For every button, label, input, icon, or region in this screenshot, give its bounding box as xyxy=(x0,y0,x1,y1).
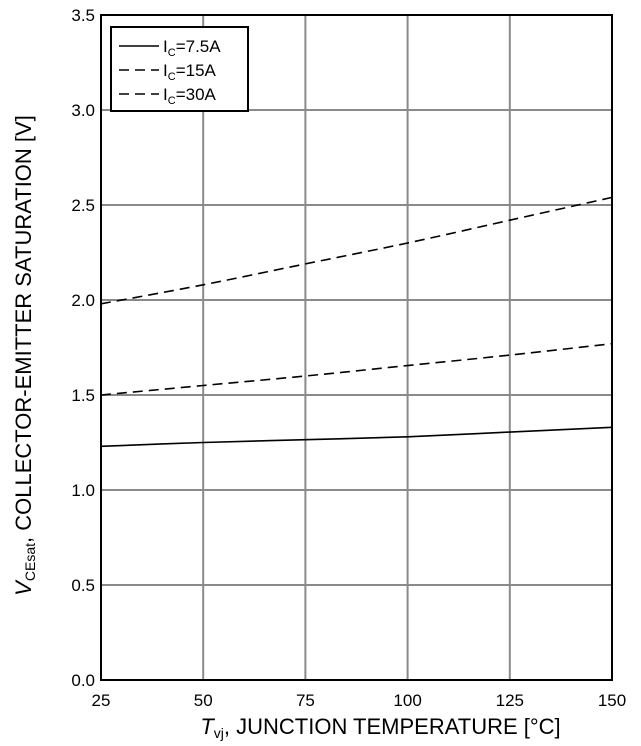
y-axis-label-subscript: CEsat xyxy=(22,543,38,581)
x-tick-label: 25 xyxy=(92,691,111,710)
legend-label: IC=7.5A xyxy=(163,37,221,59)
x-tick-label: 125 xyxy=(496,691,524,710)
y-tick-label: 1.5 xyxy=(71,386,95,405)
legend-box xyxy=(110,26,249,112)
y-tick-label: 0.0 xyxy=(71,671,95,690)
x-tick-label: 50 xyxy=(194,691,213,710)
x-axis-label-symbol: T xyxy=(200,714,215,739)
legend-label: IC=15A xyxy=(163,61,217,83)
series-line-1 xyxy=(100,426,613,448)
y-tick-labels: 0.0 0.5 1.0 1.5 2.0 2.5 3.0 3.5 xyxy=(71,6,95,690)
series-line-2 xyxy=(100,342,613,396)
x-tick-labels: 25 50 75 100 125 150 xyxy=(92,691,627,710)
grid-lines xyxy=(101,15,612,680)
y-tick-label: 0.5 xyxy=(71,576,95,595)
x-tick-label: 75 xyxy=(296,691,315,710)
y-tick-label: 3.0 xyxy=(71,101,95,120)
series-lines xyxy=(100,196,613,448)
x-tick-label: 150 xyxy=(598,691,626,710)
y-axis-label: VCEsat, COLLECTOR-EMITTER SATURATION [V] xyxy=(11,115,38,596)
y-axis-label-symbol: V xyxy=(11,579,36,596)
y-tick-label: 2.0 xyxy=(71,291,95,310)
plot-frame xyxy=(100,14,613,681)
y-axis-label-text: , COLLECTOR-EMITTER SATURATION [V] xyxy=(11,115,36,543)
x-axis-label-subscript: vj xyxy=(214,725,224,741)
y-tick-label: 2.5 xyxy=(71,196,95,215)
legend-label: IC=30A xyxy=(163,85,217,107)
x-axis-label: Tvj, JUNCTION TEMPERATURE [°C] xyxy=(200,714,560,741)
x-tick-label: 100 xyxy=(393,691,421,710)
y-tick-label: 1.0 xyxy=(71,481,95,500)
series-line-3 xyxy=(100,196,613,305)
y-tick-label: 3.5 xyxy=(71,6,95,25)
x-axis-label-text: , JUNCTION TEMPERATURE [°C] xyxy=(224,714,561,739)
